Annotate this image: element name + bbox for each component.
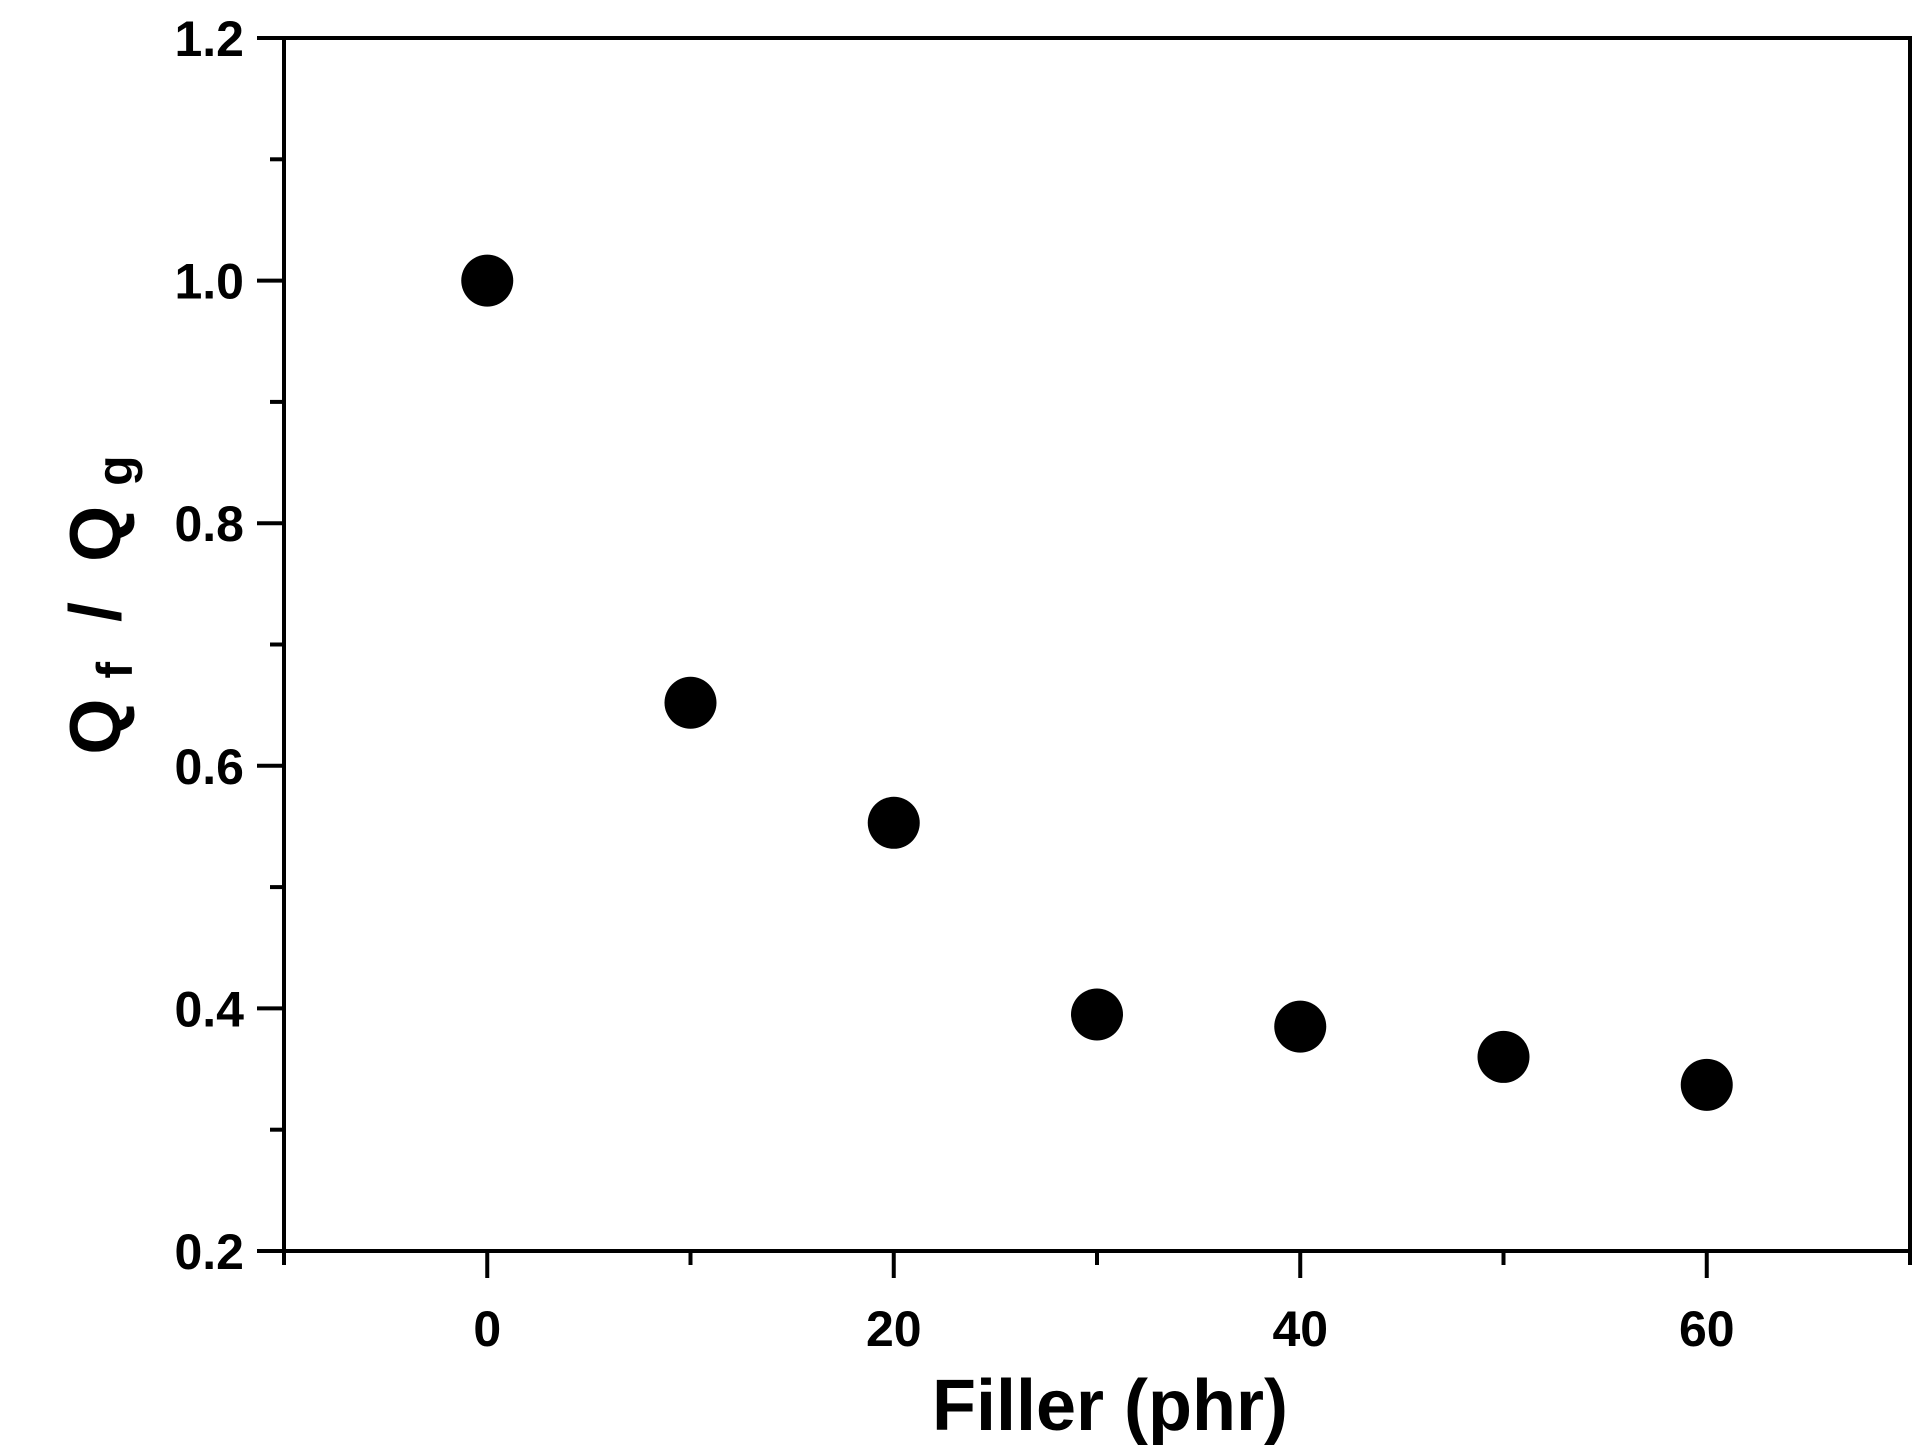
x-tick-label: 0 [473, 1301, 501, 1357]
data-point [1071, 988, 1123, 1041]
y-axis-title-q1: Q [56, 699, 136, 755]
y-axis: 0.2 0.4 0.6 0.8 1.0 1.2 [174, 11, 284, 1280]
y-axis-title-sub1: f [87, 662, 143, 679]
x-axis-title: Filler (phr) [932, 1366, 1288, 1446]
data-point [1274, 1000, 1327, 1053]
y-tick-label: 1.0 [174, 254, 244, 310]
plot-border [282, 36, 1912, 1253]
y-tick-label: 1.2 [174, 11, 244, 67]
plot-frame [282, 36, 1912, 1253]
y-tick-label: 0.4 [174, 981, 244, 1037]
y-tick-label: 0.8 [174, 496, 244, 552]
data-point [1680, 1058, 1733, 1111]
y-axis-title-separator: / [56, 582, 136, 642]
x-tick-label: 40 [1272, 1301, 1328, 1357]
x-axis: 0 20 40 60 [282, 1251, 1912, 1357]
data-point [461, 254, 514, 307]
y-tick-label: 0.2 [174, 1224, 244, 1280]
y-axis-title: Q f / Q g [56, 455, 143, 754]
data-point [664, 676, 717, 729]
data-point [867, 796, 920, 849]
x-tick-label: 60 [1679, 1301, 1735, 1357]
y-tick-label: 0.6 [174, 739, 244, 795]
y-axis-title-sub2: g [87, 455, 143, 486]
y-axis-title-q2: Q [56, 506, 136, 562]
data-points [461, 254, 1733, 1111]
data-point [1477, 1030, 1530, 1083]
x-tick-label: 20 [866, 1301, 922, 1357]
